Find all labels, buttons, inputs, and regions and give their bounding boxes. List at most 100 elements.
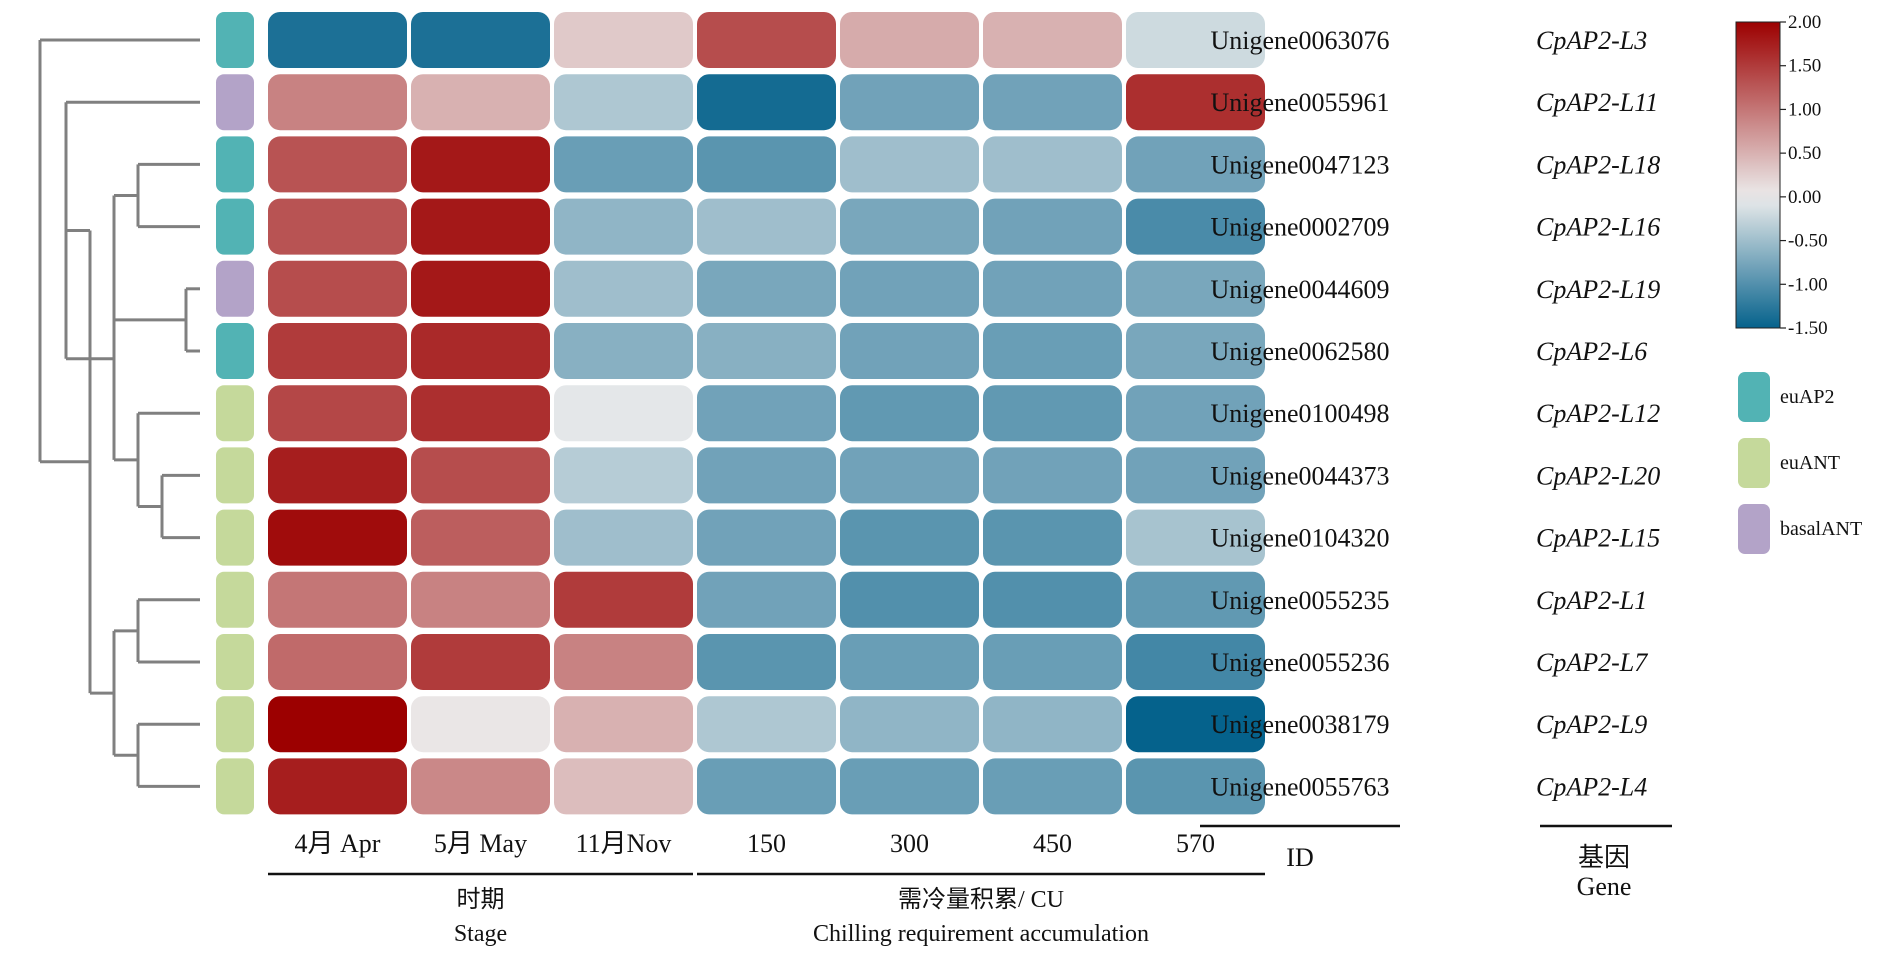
row-id-label: Unigene0002709 xyxy=(1210,213,1389,242)
heatmap-cell xyxy=(268,12,407,68)
gene-name-label: CpAP2-L19 xyxy=(1536,275,1660,304)
heatmap-cell xyxy=(1126,509,1265,566)
column-label: 300 xyxy=(890,829,929,858)
gene-name-label: CpAP2-L11 xyxy=(1536,88,1658,117)
heatmap-cell xyxy=(840,260,979,317)
heatmap-cell xyxy=(268,696,407,753)
heatmap-cell xyxy=(554,571,693,628)
gene-name-label: CpAP2-L3 xyxy=(1536,26,1647,55)
subfamily-legend: euAP2 euANT basalANT xyxy=(1738,372,1862,554)
heatmap-cell xyxy=(411,74,550,131)
heatmap-cell xyxy=(983,758,1122,815)
legend-label: euANT xyxy=(1780,452,1840,474)
heatmap-cell xyxy=(411,634,550,690)
heatmap-cell xyxy=(697,385,836,442)
legend-swatch xyxy=(1738,372,1770,422)
subfamily-annotation-cell xyxy=(216,696,254,753)
heatmap-cell xyxy=(1126,12,1265,68)
subfamily-annotation-cell xyxy=(216,323,254,379)
heatmap-cell xyxy=(983,74,1122,131)
column-group-label-cn: 时期 xyxy=(457,886,505,913)
heatmap-cell xyxy=(983,260,1122,317)
heatmap-cell xyxy=(983,323,1122,379)
heatmap-cell xyxy=(554,74,693,131)
row-id-label: Unigene0044609 xyxy=(1210,275,1389,304)
heatmap-cell xyxy=(983,696,1122,753)
heatmap-cell xyxy=(840,323,979,379)
row-id-label: Unigene0055235 xyxy=(1210,586,1389,615)
subfamily-annotation-cell xyxy=(216,509,254,566)
row-id-label: Unigene0100498 xyxy=(1210,399,1389,428)
heatmap-cell xyxy=(840,385,979,442)
row-id-label: Unigene0055961 xyxy=(1210,88,1389,117)
gene-name-label: CpAP2-L4 xyxy=(1536,772,1647,801)
heatmap-cell xyxy=(268,758,407,815)
gene-name-label: CpAP2-L7 xyxy=(1536,648,1648,677)
heatmap-cell xyxy=(268,571,407,628)
row-labels: Unigene0063076 CpAP2-L3 Unigene0055961 CpAP… xyxy=(1210,26,1660,801)
heatmap-cell xyxy=(411,447,550,504)
heatmap-cell xyxy=(1126,571,1265,628)
heatmap-cells xyxy=(268,12,1265,815)
row-id-label: Unigene0055236 xyxy=(1210,648,1389,677)
row-dendrogram xyxy=(38,38,200,788)
heatmap-cell xyxy=(268,634,407,690)
row-id-label: Unigene0038179 xyxy=(1210,710,1389,739)
heatmap-cell xyxy=(268,136,407,193)
heatmap-cell xyxy=(411,758,550,815)
row-id-label: Unigene0044373 xyxy=(1210,461,1389,490)
heatmap-cell xyxy=(554,509,693,566)
column-group-label-cn: 需冷量积累/ CU xyxy=(898,886,1064,913)
heatmap-cell xyxy=(697,260,836,317)
heatmap-cell xyxy=(697,74,836,131)
id-header: ID xyxy=(1286,843,1313,872)
heatmap-cell xyxy=(411,260,550,317)
heatmap-cell xyxy=(411,385,550,442)
column-group-label-en: Stage xyxy=(454,921,507,947)
heatmap-cell xyxy=(268,447,407,504)
heatmap-cell xyxy=(840,136,979,193)
heatmap-cell xyxy=(697,323,836,379)
heatmap-cell xyxy=(1126,260,1265,317)
color-scale-tick-label: -1.50 xyxy=(1788,318,1828,339)
heatmap-cell xyxy=(697,12,836,68)
subfamily-annotation-cell xyxy=(216,758,254,815)
column-label: 5月 May xyxy=(434,829,527,858)
gene-name-label: CpAP2-L9 xyxy=(1536,710,1647,739)
heatmap-cell xyxy=(1126,198,1265,255)
row-id-label: Unigene0062580 xyxy=(1210,337,1389,366)
column-group-label-en: Chilling requirement accumulation xyxy=(813,921,1149,947)
color-scale-tick-label: 2.00 xyxy=(1788,12,1821,33)
column-label: 570 xyxy=(1176,829,1215,858)
subfamily-annotation-cell xyxy=(216,260,254,317)
heatmap-cell xyxy=(697,509,836,566)
heatmap-cell xyxy=(554,447,693,504)
gene-name-label: CpAP2-L6 xyxy=(1536,337,1647,366)
heatmap-cell xyxy=(411,696,550,753)
heatmap-cell xyxy=(983,571,1122,628)
subfamily-annotation-cell xyxy=(216,571,254,628)
heatmap-cell xyxy=(983,447,1122,504)
heatmap-cell xyxy=(840,198,979,255)
heatmap-cell xyxy=(1126,136,1265,193)
heatmap-cell xyxy=(411,323,550,379)
heatmap-cell xyxy=(554,634,693,690)
subfamily-annotation-cell xyxy=(216,136,254,193)
gene-header-cn: 基因 xyxy=(1578,843,1630,872)
gene-name-label: CpAP2-L15 xyxy=(1536,524,1660,553)
subfamily-annotation-cell xyxy=(216,12,254,68)
heatmap-cell xyxy=(840,634,979,690)
heatmap-cell xyxy=(1126,758,1265,815)
column-group-labels: 时期 Stage 需冷量积累/ CU Chilling requirement acc… xyxy=(268,824,1672,947)
heatmap-cell xyxy=(554,12,693,68)
heatmap-cell xyxy=(554,696,693,753)
gene-name-label: CpAP2-L16 xyxy=(1536,213,1660,242)
heatmap-cell xyxy=(840,758,979,815)
color-scale-tick-label: 1.00 xyxy=(1788,99,1821,120)
heatmap-cell xyxy=(1126,385,1265,442)
column-label: 150 xyxy=(747,829,786,858)
color-scale-gradient xyxy=(1735,21,1781,329)
heatmap-cell xyxy=(697,198,836,255)
heatmap-cell xyxy=(554,385,693,442)
color-scale-tick-label: 0.50 xyxy=(1788,143,1821,164)
